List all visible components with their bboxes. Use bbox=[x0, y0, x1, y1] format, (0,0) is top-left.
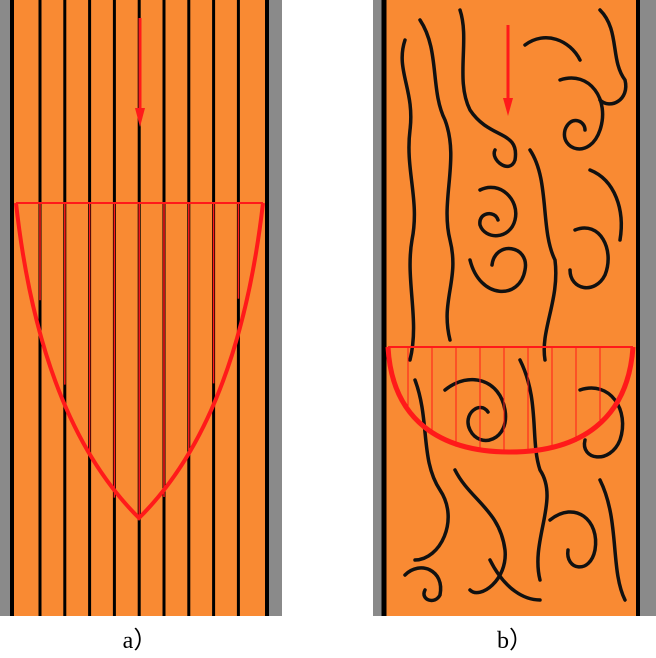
panel-label: a） bbox=[123, 628, 158, 654]
eddy bbox=[478, 185, 518, 238]
eddy bbox=[468, 247, 528, 294]
flow-arrow-head bbox=[503, 98, 513, 116]
flow-arrow-head bbox=[135, 108, 145, 127]
profile-curve bbox=[14, 202, 265, 521]
eddy bbox=[400, 38, 417, 362]
eddy bbox=[403, 566, 443, 603]
eddy bbox=[418, 18, 455, 342]
panel-a bbox=[0, 0, 282, 616]
eddy bbox=[488, 558, 542, 602]
panel-b bbox=[373, 0, 656, 616]
fluid bbox=[386, 0, 638, 616]
eddy bbox=[588, 168, 623, 242]
profile-curve bbox=[385, 346, 636, 455]
eddy bbox=[518, 358, 549, 582]
eddy bbox=[558, 76, 605, 151]
eddy bbox=[528, 148, 558, 362]
eddy bbox=[523, 36, 582, 62]
panel-label: b） bbox=[497, 628, 533, 654]
eddy bbox=[458, 8, 518, 168]
eddy bbox=[568, 226, 610, 290]
eddy bbox=[598, 8, 628, 106]
eddy bbox=[578, 386, 625, 459]
velocity-profile bbox=[407, 347, 601, 452]
eddies bbox=[400, 8, 628, 603]
velocity-profile bbox=[39, 203, 240, 518]
eddy bbox=[598, 478, 627, 602]
eddy bbox=[453, 468, 507, 595]
eddy bbox=[413, 378, 450, 562]
eddy bbox=[548, 510, 598, 569]
